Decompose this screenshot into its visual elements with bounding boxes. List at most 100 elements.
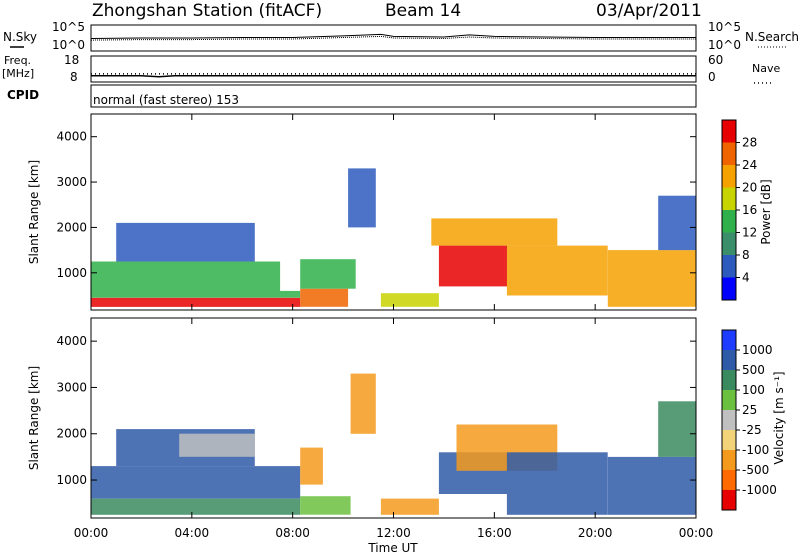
x-tick-label: 00:00	[679, 526, 714, 540]
x-tick-label: 20:00	[578, 526, 613, 540]
colorbar-tick-label: 8	[742, 248, 750, 262]
heatmap-cell	[91, 297, 301, 307]
freq-right-tick-top: 60	[708, 53, 723, 67]
noise-sky-line	[90, 33, 696, 39]
y-tick-label: 3000	[56, 380, 87, 394]
cpid-text: normal (fast stereo) 153	[93, 93, 239, 107]
power-ylabel: Slant Range [km]	[27, 160, 41, 264]
date-title: 03/Apr/2011	[596, 1, 702, 21]
heatmap-cell	[348, 168, 376, 228]
heatmap-cell	[116, 222, 255, 262]
y-tick-label: 2000	[56, 220, 87, 234]
time-axis: 00:00 04:00 08:00 12:00 16:00 20:00 00:00	[74, 114, 714, 540]
power-cells	[91, 168, 696, 307]
velocity-yticks: 1000 2000 3000 4000	[56, 334, 696, 487]
freq-right-label: Nave	[752, 62, 780, 75]
x-tick-label: 04:00	[175, 526, 210, 540]
y-tick-label: 4000	[56, 130, 87, 144]
heatmap-cell	[91, 466, 301, 499]
y-tick-label: 1000	[56, 473, 87, 487]
colorbar-segment	[722, 410, 736, 430]
colorbar-segment	[722, 490, 736, 510]
freq-left-tick-top: 18	[64, 53, 79, 67]
power-yticks: 1000 2000 3000 4000	[56, 130, 696, 280]
colorbar-tick-label: -1000	[742, 483, 777, 497]
power-panel: 1000 2000 3000 4000 Slant Range [km] 4 8 12 16…	[27, 113, 773, 311]
colorbar-segment	[722, 390, 736, 410]
colorbar-tick-label: 12	[742, 226, 757, 240]
colorbar-segment	[722, 450, 736, 470]
x-tick-label: 16:00	[477, 526, 512, 540]
cpid-label: CPID	[7, 88, 39, 102]
power-colorbar: 4 8 12 16 20 24 28	[721, 119, 757, 301]
beam-title: Beam 14	[385, 1, 461, 21]
colorbar-segment	[722, 232, 736, 255]
freq-left-tick-bottom: 8	[70, 70, 78, 84]
time-axis-label: Time UT	[367, 541, 418, 554]
noise-left-tick-bottom: 10^0	[52, 38, 85, 52]
freq-panel-frame	[90, 55, 697, 83]
heatmap-cell	[438, 245, 507, 287]
colorbar-segment	[722, 187, 736, 210]
noise-panel: 10^5 10^0 10^5 10^0 N.Sky N.Search	[3, 20, 799, 52]
colorbar-tick-label: -500	[742, 463, 769, 477]
colorbar-tick-label: 16	[742, 203, 757, 217]
velocity-colorbar-label: Velocity [m s⁻¹]	[772, 371, 786, 464]
freq-right-tick-bottom: 0	[708, 70, 716, 84]
y-tick-label: 4000	[56, 334, 87, 348]
freq-line	[91, 75, 696, 78]
freq-panel: 18 8 60 0 Freq. [MHz] Nave	[2, 53, 780, 84]
heatmap-cell	[179, 433, 255, 457]
velocity-cells	[91, 373, 696, 515]
colorbar-tick-label: 500	[742, 363, 765, 377]
colorbar-tick-label: 100	[742, 383, 765, 397]
colorbar-segment	[722, 165, 736, 188]
heatmap-cell	[300, 496, 351, 515]
colorbar-tick-label: 4	[742, 271, 750, 285]
x-tick-label: 08:00	[275, 526, 310, 540]
freq-left-label-2: [MHz]	[2, 67, 34, 80]
power-colorbar-label: Power [dB]	[759, 179, 773, 244]
x-tick-label: 00:00	[74, 526, 109, 540]
heatmap-cell	[506, 452, 608, 515]
heatmap-cell	[380, 498, 439, 515]
station-title: Zhongshan Station (fitACF)	[92, 1, 322, 21]
colorbar-tick-label: -100	[742, 443, 769, 457]
noise-right-tick-top: 10^5	[708, 20, 741, 34]
colorbar-segment	[722, 370, 736, 390]
colorbar-segment	[722, 210, 736, 233]
heatmap-cell	[658, 195, 696, 251]
colorbar-tick-label: 28	[742, 136, 757, 150]
colorbar-segment	[722, 350, 736, 370]
heatmap-cell	[300, 259, 356, 289]
colorbar-segment	[722, 255, 736, 278]
colorbar-tick-label: 1000	[742, 343, 773, 357]
heatmap-cell	[91, 498, 301, 515]
colorbar-segment	[722, 142, 736, 165]
cpid-panel-frame	[90, 84, 697, 108]
x-tick-label: 12:00	[376, 526, 411, 540]
y-tick-label: 3000	[56, 175, 87, 189]
heatmap-cell	[91, 290, 301, 298]
heatmap-cell	[380, 293, 439, 307]
heatmap-cell	[607, 456, 696, 515]
colorbar-segment	[722, 120, 736, 143]
velocity-colorbar: 1000 500 100 25 -25 -100 -500 -1000	[721, 329, 777, 511]
colorbar-segment	[722, 430, 736, 450]
heatmap-cell	[91, 261, 281, 291]
heatmap-cell	[431, 218, 558, 246]
colorbar-tick-label: 25	[742, 403, 757, 417]
heatmap-cell	[506, 245, 608, 296]
colorbar-segment	[722, 330, 736, 350]
colorbar-segment	[722, 277, 736, 300]
y-tick-label: 1000	[56, 266, 87, 280]
colorbar-segment	[722, 470, 736, 490]
velocity-panel: 1000 2000 3000 4000 Slant Range [km] 1000 50…	[27, 317, 786, 519]
velocity-ylabel: Slant Range [km]	[27, 366, 41, 470]
colorbar-tick-label: 20	[742, 181, 757, 195]
heatmap-cell	[350, 373, 376, 434]
colorbar-frame	[721, 329, 737, 511]
noise-right-label: N.Search	[745, 30, 799, 44]
heatmap-cell	[300, 447, 323, 485]
